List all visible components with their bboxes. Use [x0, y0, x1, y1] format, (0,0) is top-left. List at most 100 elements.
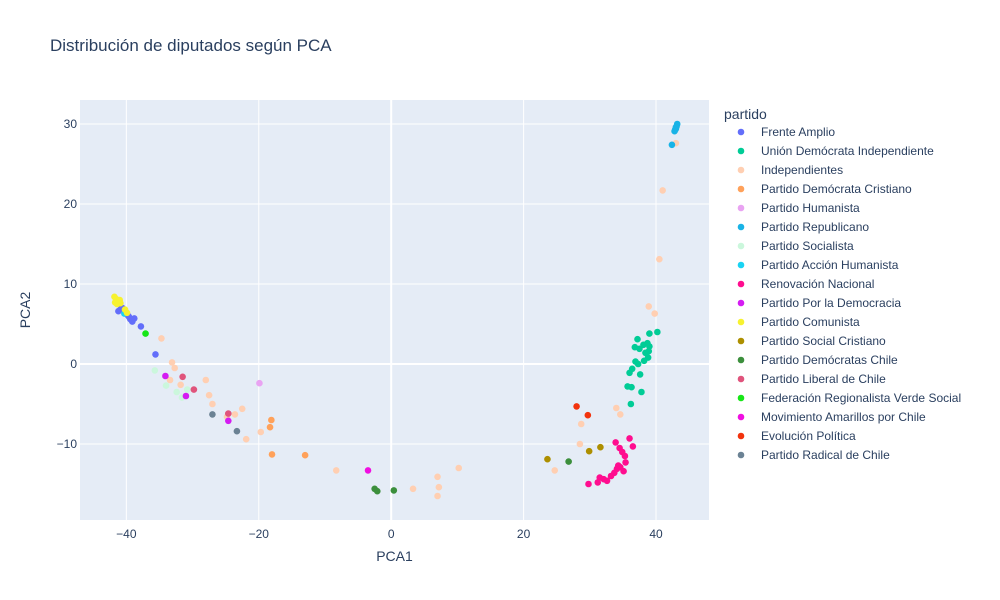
data-point [634, 335, 641, 343]
data-point [626, 369, 633, 377]
data-point [137, 323, 145, 330]
data-point [565, 458, 572, 465]
data-point [242, 435, 250, 443]
data-point [190, 386, 198, 393]
legend-marker [737, 432, 745, 440]
legend-marker [737, 413, 745, 421]
data-point [434, 473, 441, 481]
legend-item-label: Partido Acción Humanista [761, 258, 899, 272]
x-tick-label: 40 [649, 527, 663, 541]
chart-title: Distribución de diputados según PCA [50, 36, 332, 55]
data-point [654, 328, 661, 336]
data-point [205, 391, 213, 399]
data-point [209, 400, 216, 408]
data-point [651, 310, 659, 317]
data-point [622, 459, 629, 466]
data-point [634, 360, 642, 368]
data-point [544, 455, 551, 463]
data-point [614, 462, 622, 469]
legend: Frente Amplio Unión Demócrata Independien… [737, 125, 961, 462]
legend-marker [737, 166, 745, 174]
legend-marker [737, 223, 745, 231]
y-tick-label: 30 [64, 117, 78, 131]
data-point [151, 367, 159, 374]
data-point [268, 451, 276, 458]
data-point [629, 443, 637, 450]
data-point [612, 439, 619, 446]
data-point [123, 309, 131, 317]
data-point [659, 187, 666, 194]
tick-labels: −40 −20 0 20 40 −10 0 10 20 30 [57, 117, 663, 541]
data-point [434, 492, 441, 500]
data-point [616, 411, 624, 418]
data-point [177, 381, 184, 389]
data-point [168, 359, 176, 366]
data-point [116, 296, 124, 304]
legend-marker [737, 375, 745, 383]
data-point [626, 435, 633, 442]
data-point [373, 487, 381, 495]
legend-item-label: Partido Liberal de Chile [761, 372, 886, 386]
data-point [668, 141, 676, 149]
data-point [162, 382, 170, 389]
data-point [576, 440, 584, 448]
grid-lines [80, 100, 709, 520]
legend-marker [737, 128, 745, 136]
data-point [621, 452, 629, 460]
data-point [238, 405, 246, 413]
legend-item-label: Partido Radical de Chile [761, 448, 890, 462]
legend-item-label: Renovación Nacional [761, 277, 874, 291]
data-point [364, 467, 372, 474]
data-point [179, 373, 186, 381]
data-point [225, 417, 232, 425]
legend-item-label: Frente Amplio [761, 125, 835, 139]
data-point [551, 467, 559, 474]
data-point [152, 351, 159, 358]
x-axis-title: PCA1 [376, 548, 413, 564]
data-point [646, 330, 653, 337]
data-point [257, 428, 265, 436]
data-point [672, 123, 680, 131]
data-point [256, 379, 263, 387]
legend-marker [737, 147, 745, 155]
data-point [202, 376, 210, 384]
legend-item-label: Partido Social Cristiano [761, 334, 886, 348]
legend-item-label: Evolución Política [761, 429, 856, 443]
data-point [225, 410, 232, 417]
data-point [142, 330, 149, 337]
data-point [613, 404, 620, 412]
data-point [409, 485, 417, 493]
y-axis-title: PCA2 [17, 292, 33, 329]
legend-marker [737, 394, 745, 402]
legend-marker [737, 185, 745, 193]
data-point [158, 335, 165, 342]
y-tick-label: 20 [64, 197, 78, 211]
data-point [390, 487, 398, 494]
data-point [638, 388, 645, 396]
legend-marker [737, 451, 745, 459]
legend-item-label: Federación Regionalista Verde Social [761, 391, 961, 405]
data-point [301, 451, 309, 459]
legend-marker [737, 337, 745, 345]
data-point [577, 420, 585, 428]
data-point [594, 479, 602, 486]
legend-marker [737, 280, 745, 288]
legend-item-label: Partido Por la Democracia [761, 296, 901, 310]
x-tick-label: 20 [517, 527, 531, 541]
data-point [585, 447, 593, 455]
data-points [111, 120, 681, 500]
data-point [332, 467, 340, 474]
data-point [268, 416, 275, 424]
data-point [597, 443, 604, 451]
data-point [455, 464, 463, 472]
data-point [209, 411, 216, 418]
data-point [435, 483, 443, 491]
data-point [645, 303, 653, 310]
legend-item-label: Independientes [761, 163, 843, 177]
data-point [585, 480, 592, 488]
data-point [607, 472, 615, 480]
data-point [646, 343, 653, 350]
legend-marker [737, 242, 745, 250]
legend-item-label: Movimiento Amarillos por Chile [761, 410, 926, 424]
